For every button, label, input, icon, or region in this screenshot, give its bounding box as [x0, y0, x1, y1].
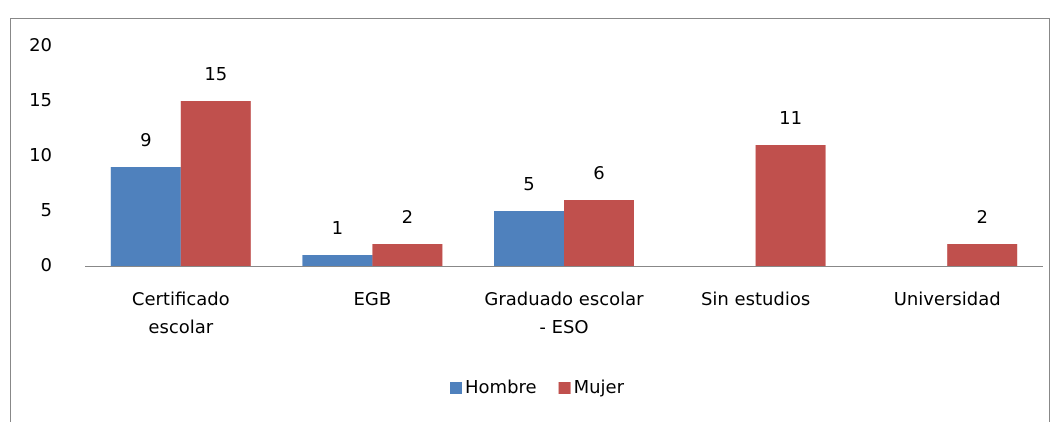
y-tick-label: 10 [29, 145, 52, 166]
x-tick-label: Certificado escolar [131, 289, 230, 338]
data-label: 9 [140, 130, 151, 151]
y-tick-label: 0 [41, 255, 52, 276]
data-label: 6 [593, 163, 604, 184]
data-label: 15 [204, 64, 227, 85]
bar [302, 255, 373, 266]
bar [755, 145, 826, 266]
bar [372, 244, 443, 266]
bar [494, 211, 564, 266]
x-tick-label: Sin estudios [700, 289, 811, 310]
y-tick-label: 15 [29, 90, 52, 111]
y-tick-label: 20 [29, 35, 52, 56]
legend-label: Hombre [465, 377, 537, 398]
legend-swatch [558, 382, 571, 394]
data-label: 11 [779, 108, 802, 129]
data-label: 2 [402, 207, 413, 228]
bar [564, 200, 634, 266]
legend-label: Mujer [574, 377, 625, 398]
data-label: 2 [976, 207, 987, 228]
x-tick-label: EGB [353, 289, 392, 310]
bar [947, 244, 1018, 266]
data-label: 5 [523, 174, 534, 195]
x-tick-label: Universidad [893, 289, 1001, 310]
legend-swatch [450, 382, 462, 394]
x-tick-label: Graduado escolar - ESO [484, 289, 644, 338]
bar [180, 101, 251, 266]
y-tick-label: 5 [41, 200, 52, 221]
data-label: 1 [332, 218, 343, 239]
bar [110, 167, 181, 266]
